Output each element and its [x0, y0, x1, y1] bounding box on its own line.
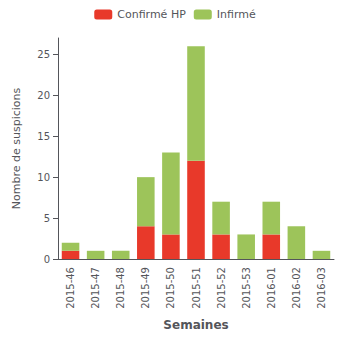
svg-text:Confirmé HP: Confirmé HP	[117, 8, 186, 21]
svg-text:2015-48: 2015-48	[115, 267, 126, 309]
svg-text:2015-53: 2015-53	[241, 267, 252, 309]
svg-text:2015-47: 2015-47	[90, 267, 101, 309]
svg-text:25: 25	[37, 49, 50, 60]
svg-text:10: 10	[37, 172, 50, 183]
svg-text:Semaines: Semaines	[163, 318, 228, 332]
svg-text:15: 15	[37, 131, 50, 142]
svg-text:2015-46: 2015-46	[65, 267, 76, 309]
svg-text:2015-51: 2015-51	[191, 267, 202, 309]
svg-text:2016-01: 2016-01	[266, 267, 277, 309]
svg-text:2015-52: 2015-52	[216, 267, 227, 309]
svg-text:2015-49: 2015-49	[140, 267, 151, 309]
svg-text:2016-03: 2016-03	[316, 267, 327, 309]
svg-text:0: 0	[44, 254, 50, 265]
svg-text:5: 5	[44, 213, 50, 224]
svg-text:Nombre de suspicions: Nombre de suspicions	[10, 88, 23, 210]
svg-text:2016-02: 2016-02	[291, 267, 302, 309]
svg-text:Infirmé: Infirmé	[217, 8, 256, 21]
svg-text:2015-50: 2015-50	[165, 267, 176, 309]
svg-text:20: 20	[37, 90, 50, 101]
